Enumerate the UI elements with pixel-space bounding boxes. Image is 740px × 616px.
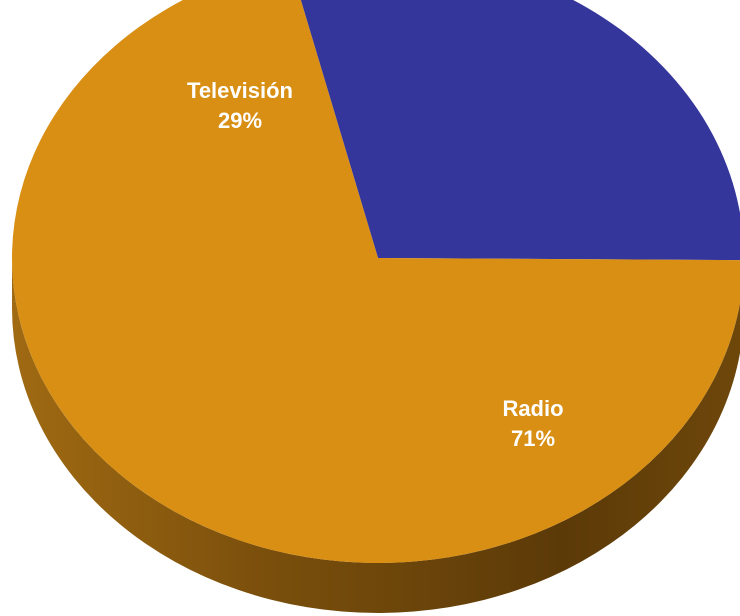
slice-value-television: 29% [218, 108, 262, 133]
slice-value-radio: 71% [511, 426, 555, 451]
slice-label-radio: Radio [502, 396, 563, 421]
pie-slice-radio [12, 0, 740, 563]
slice-label-television: Televisión [187, 78, 293, 103]
pie-side-wall [12, 258, 740, 613]
pie-slice-television [300, 0, 740, 261]
